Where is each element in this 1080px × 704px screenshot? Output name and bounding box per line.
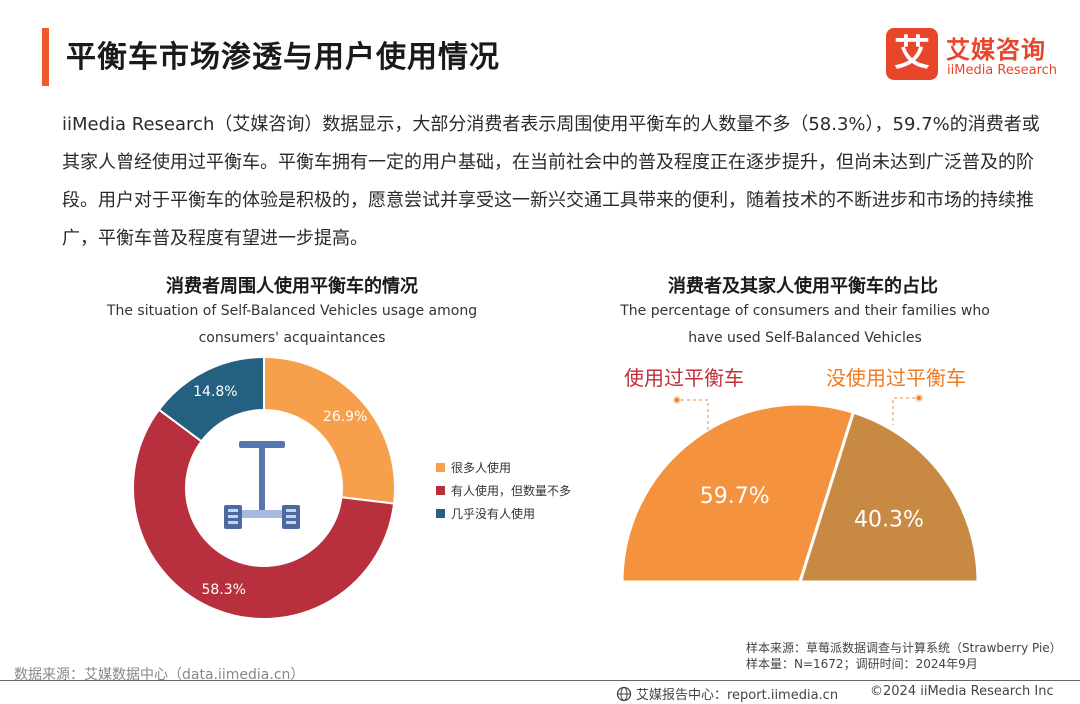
donut-data-labels: 26.9% 58.3% 14.8% xyxy=(193,384,367,598)
logo-mark-icon: 艾 xyxy=(886,28,938,80)
fan-chart xyxy=(620,402,980,584)
fan-label-used: 使用过平衡车 xyxy=(624,366,744,390)
chart2-subtitle: The percentage of consumers and their fa… xyxy=(620,303,990,346)
fan-label-not-used: 没使用过平衡车 xyxy=(826,366,966,390)
donut-slice xyxy=(157,355,265,443)
fan-data-labels: 59.7% 40.3% xyxy=(700,484,924,533)
report-center[interactable]: 艾媒报告中心：report.iimedia.cn xyxy=(616,684,838,703)
chart2-title: 消费者及其家人使用平衡车的占比 xyxy=(668,276,938,297)
sample-info: 样本来源：草莓派数据调查与计算系统（Strawberry Pie） 样本量：N=… xyxy=(746,640,1062,672)
logo-cn-text: 艾媒咨询 xyxy=(946,36,1046,64)
legend-label: 有人使用，但数量不多 xyxy=(451,484,572,498)
donut-data-label: 14.8% xyxy=(193,384,237,400)
donut-legend: 很多人使用 有人使用，但数量不多 几乎没有人使用 xyxy=(436,456,571,525)
fan-slice xyxy=(620,402,856,584)
copyright: ©2024 iiMedia Research Inc xyxy=(870,684,1054,699)
balance-vehicle-icon xyxy=(224,441,300,529)
data-source: 数据来源：艾媒数据中心（data.iimedia.cn） xyxy=(14,667,305,683)
vehicle-stem xyxy=(259,446,265,510)
globe-icon xyxy=(616,686,632,701)
sample-size: 样本量：N=1672；调研时间：2024年9月 xyxy=(746,657,978,671)
brand-logo: 艾 艾媒咨询 iiMedia Research xyxy=(886,28,1066,84)
sample-source: 样本来源：草莓派数据调查与计算系统（Strawberry Pie） xyxy=(746,641,1062,655)
vehicle-deck xyxy=(236,510,288,518)
legend-swatch xyxy=(436,509,445,518)
report-center-text: 艾媒报告中心：report.iimedia.cn xyxy=(636,688,839,703)
legend-item: 几乎没有人使用 xyxy=(436,502,571,525)
legend-swatch xyxy=(436,463,445,472)
vehicle-handlebar xyxy=(239,441,285,448)
legend-label: 几乎没有人使用 xyxy=(451,507,536,521)
legend-label: 很多人使用 xyxy=(451,461,512,475)
legend-swatch xyxy=(436,486,445,495)
donut-data-label: 58.3% xyxy=(201,582,245,598)
fan-leader-lines xyxy=(673,394,923,435)
fan-data-label: 59.7% xyxy=(700,484,770,509)
chart1-title: 消费者周围人使用平衡车的情况 xyxy=(166,276,418,297)
footer-divider xyxy=(0,680,1080,681)
donut-slice xyxy=(132,408,396,620)
donut-data-label: 26.9% xyxy=(323,409,367,425)
title-accent-bar xyxy=(42,28,49,86)
fan-data-label: 40.3% xyxy=(854,508,924,533)
page-title: 平衡车市场渗透与用户使用情况 xyxy=(66,40,500,75)
logo-en-text: iiMedia Research xyxy=(947,63,1058,78)
donut-slice xyxy=(263,355,396,505)
chart1-subtitle: The situation of Self-Balanced Vehicles … xyxy=(106,303,478,346)
legend-item: 很多人使用 xyxy=(436,456,571,479)
legend-item: 有人使用，但数量不多 xyxy=(436,479,571,502)
fan-slice xyxy=(797,410,980,584)
summary-paragraph: iiMedia Research（艾媒咨询）数据显示，大部分消费者表示周围使用平… xyxy=(62,114,1040,249)
